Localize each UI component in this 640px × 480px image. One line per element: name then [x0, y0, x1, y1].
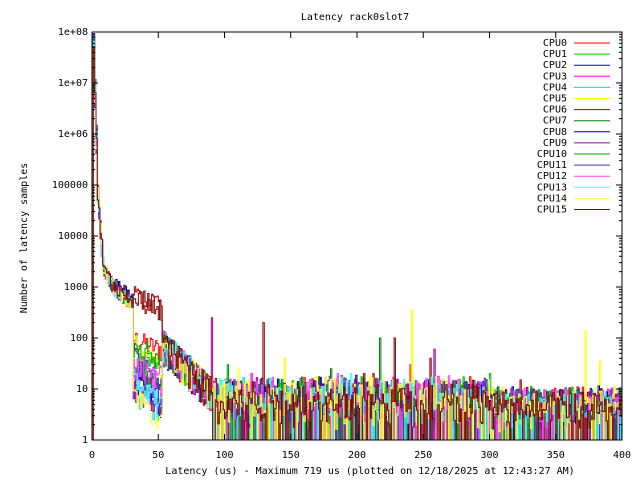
x-tick-label: 250	[414, 450, 432, 461]
legend-label-cpu11: CPU11	[537, 160, 567, 171]
legend-label-cpu9: CPU9	[543, 138, 567, 149]
y-tick-label: 10	[76, 384, 88, 395]
y-tick-label: 10000	[58, 231, 88, 242]
legend-label-cpu12: CPU12	[537, 171, 567, 182]
plot-area: 0 50 100 150 200 250 300 350 400 1 10 100 1000 10000 1…	[52, 27, 631, 461]
x-axis-label: Latency (us) - Maximum 719 us (plotted o…	[165, 466, 574, 477]
series-line-cpu14	[92, 46, 623, 441]
x-tick-label: 300	[480, 450, 498, 461]
y-tick-label: 1	[82, 435, 88, 446]
y-tick-label: 100000	[52, 180, 88, 191]
legend-label-cpu6: CPU6	[543, 105, 567, 116]
legend-label-cpu13: CPU13	[537, 182, 567, 193]
legend-label-cpu5: CPU5	[543, 94, 567, 105]
legend: CPU0CPU1CPU2CPU3CPU4CPU5CPU6CPU7CPU8CPU9…	[537, 38, 610, 216]
legend-label-cpu2: CPU2	[543, 60, 567, 71]
x-tick-label: 50	[152, 450, 164, 461]
x-tick-label: 200	[348, 450, 366, 461]
legend-label-cpu15: CPU15	[537, 205, 567, 216]
legend-label-cpu7: CPU7	[543, 116, 567, 127]
x-tick-label: 150	[282, 450, 300, 461]
legend-label-cpu14: CPU14	[537, 193, 567, 204]
y-tick-label: 1e+06	[58, 129, 88, 140]
x-tick-label: 400	[613, 450, 631, 461]
y-tick-label: 1e+07	[58, 78, 88, 89]
x-tick-label: 350	[547, 450, 565, 461]
x-tick-label: 0	[89, 450, 95, 461]
series-line-cpu3	[92, 36, 623, 441]
legend-label-cpu8: CPU8	[543, 127, 567, 138]
y-tick-label: 100	[70, 333, 88, 344]
x-tick-label: 100	[215, 450, 233, 461]
legend-label-cpu1: CPU1	[543, 49, 567, 60]
legend-label-cpu10: CPU10	[537, 149, 567, 160]
y-axis-label: Number of latency samples	[19, 163, 30, 314]
y-tick-label: 1000	[64, 282, 88, 293]
legend-label-cpu3: CPU3	[543, 71, 567, 82]
y-tick-label: 1e+08	[58, 27, 88, 38]
legend-label-cpu4: CPU4	[543, 82, 567, 93]
legend-label-cpu0: CPU0	[543, 38, 567, 49]
chart-title: Latency rack0slot7	[301, 12, 409, 23]
